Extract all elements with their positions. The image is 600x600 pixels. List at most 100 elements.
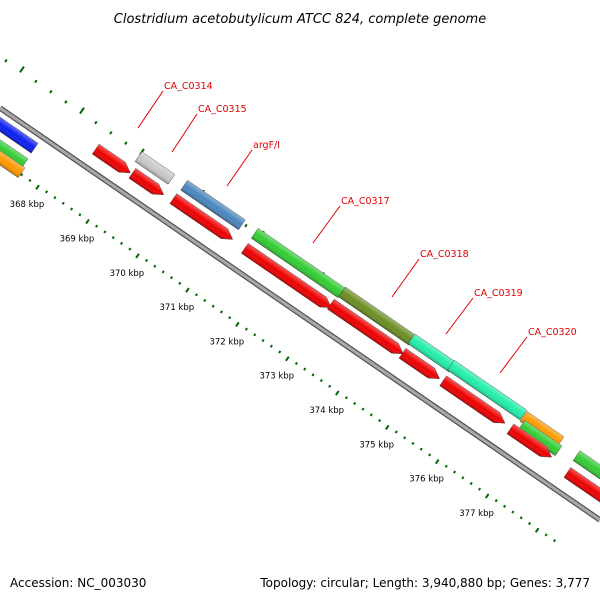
gene-label: CA_C0318 [420,249,469,260]
minor-tick [411,441,415,446]
minor-tick [211,304,215,308]
minor-tick [428,453,432,457]
minor-tick [311,373,315,377]
minor-tick [394,430,398,434]
minor-tick [319,378,323,383]
minor-tick [153,264,157,268]
minor-tick [344,396,348,400]
cds-arrow [439,375,506,424]
tick-label: 377 kbp [459,509,494,519]
minor-tick [45,190,49,194]
minor-tick [124,141,128,145]
tick-label: 369 kbp [60,234,95,244]
minor-tick [228,316,232,320]
minor-tick [544,533,548,537]
cds-arrow [506,423,552,458]
gene-bar [447,359,527,421]
major-tick [484,493,490,499]
minor-tick [144,258,149,263]
major-tick [285,356,290,362]
minor-tick [219,310,223,314]
genome-backbone [0,105,600,523]
cds-arrow [563,467,600,504]
minor-tick [552,539,557,543]
minor-tick [378,418,382,423]
minor-tick [419,447,423,451]
minor-tick [478,487,482,491]
minor-tick [111,236,115,240]
major-tick [335,390,340,396]
major-tick [35,184,40,190]
gene-label: CA_C0317 [341,196,390,207]
accession-text: Accession: NC_003030 [10,576,146,590]
minor-tick [469,481,473,486]
callout-line [312,205,341,244]
tick-label: 372 kbp [209,337,244,347]
tick-label: 375 kbp [359,440,394,450]
minor-tick [161,270,165,274]
minor-tick [61,201,65,205]
tick-label: 376 kbp [409,475,444,485]
minor-tick [294,361,298,366]
major-tick [85,218,90,225]
minor-tick [494,499,498,503]
minor-tick [178,281,182,285]
minor-tick [64,100,68,104]
minor-tick [203,298,207,303]
tick-label: 371 kbp [160,303,195,313]
minor-tick [453,470,457,474]
gene-bar [180,179,246,231]
minor-tick [169,276,174,280]
minor-tick [103,230,107,234]
major-tick [79,107,85,115]
major-tick [235,321,240,328]
minor-tick [78,213,82,217]
minor-tick [194,293,198,297]
minor-tick [4,58,8,63]
callout-line [171,113,198,153]
gene-bar [0,142,26,178]
minor-tick [278,350,282,354]
minor-tick [403,436,407,440]
minor-tick [28,178,32,183]
minor-tick [511,510,515,514]
major-tick [534,527,540,533]
cds-arrow [241,243,332,308]
minor-tick [53,196,57,200]
minor-tick [244,223,248,228]
tick-label: 368 kbp [10,200,45,210]
tick-label: 370 kbp [110,269,145,279]
minor-tick [519,516,523,520]
gene-bar [251,228,345,298]
gene-label: CA_C0315 [198,104,247,115]
callout-line [391,258,420,298]
cds-arrow [398,348,440,379]
minor-tick [303,367,307,371]
gene-label: CA_C0319 [474,288,523,299]
major-tick [135,253,140,259]
gene-bar [134,151,176,185]
minor-tick [49,89,53,94]
topology-text: Topology: circular; Length: 3,940,880 bp… [259,576,590,590]
callout-line [137,90,164,129]
minor-tick [461,476,465,480]
tick-label: 374 kbp [309,406,344,416]
minor-tick [20,173,24,177]
gene-bar [0,114,39,154]
minor-tick [444,464,448,468]
major-tick [434,459,440,465]
minor-tick [269,344,273,348]
minor-tick [261,338,265,343]
gene-features [0,114,600,504]
gene-label: CA_C0320 [528,327,577,338]
cds-arrow [169,193,233,240]
gene-bar [572,450,600,484]
map-title: Clostridium acetobutylicum ATCC 824, com… [114,12,486,27]
tick-label: 373 kbp [259,372,294,382]
kbp-tick-labels: 368 kbp 369 kbp 370 kbp 371 kbp 372 kbp 373 k… [10,200,494,519]
major-tick [19,65,25,73]
minor-tick [353,401,357,406]
major-tick [185,287,190,293]
minor-tick [95,224,99,228]
